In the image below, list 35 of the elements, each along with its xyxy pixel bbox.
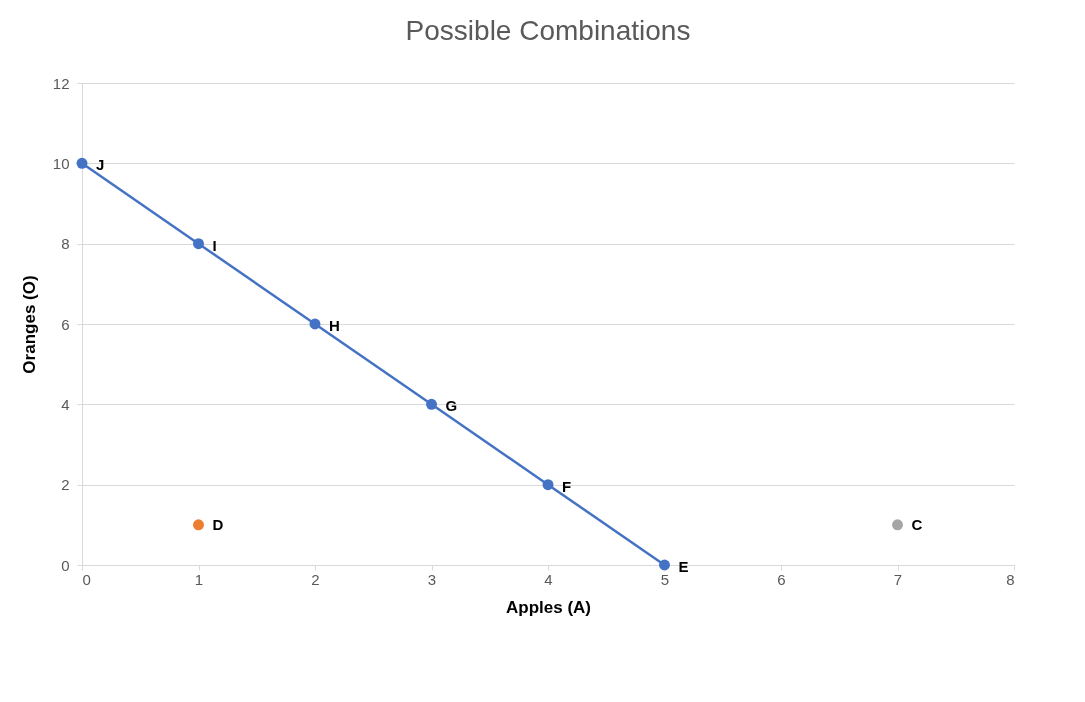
point [892,519,903,531]
y-tick-label: 6 [61,315,70,333]
chart-title: Possible Combinations [405,15,691,46]
x-tick-label: 6 [777,570,786,588]
point [193,519,204,531]
y-tick-label: 4 [61,395,70,413]
x-tick-label: 1 [194,570,204,588]
y-axis-title: Oranges (O) [19,275,39,374]
x-tick-label: 3 [427,570,437,588]
point [309,318,321,330]
x-tick-label: 4 [544,570,553,588]
annotation: J [96,156,105,174]
y-tick-label: 12 [52,74,70,92]
point [426,398,437,410]
x-tick-label: 5 [660,570,670,588]
x-axis-title: Apples (A) [506,597,591,617]
point [542,479,554,491]
point [659,559,670,571]
x-tick-label: 0 [82,570,91,588]
x-tick-label: 8 [1006,570,1015,588]
point [193,238,204,250]
x-tick-label: 7 [893,570,903,588]
annotation: I [212,236,217,254]
series-label: C [911,515,923,533]
y-tick-label: 8 [61,235,70,253]
annotation: E [678,558,689,575]
y-tick-label: 10 [52,154,70,172]
annotation: F [562,477,572,495]
x-tick-label: 2 [311,570,320,588]
series-label: D [212,515,224,533]
point [76,157,88,169]
y-tick-label: 0 [61,556,70,574]
annotation: H [329,317,340,334]
annotation: G [445,397,458,415]
y-tick-label: 2 [61,476,70,494]
